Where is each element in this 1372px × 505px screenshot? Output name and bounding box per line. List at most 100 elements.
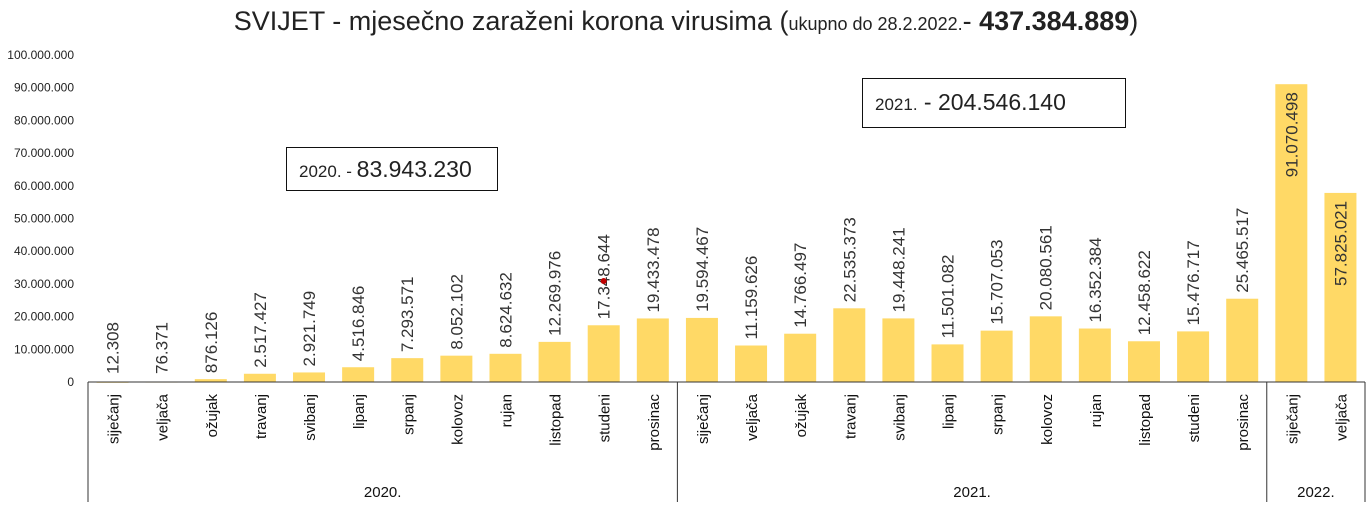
- category-label: srpanj: [400, 394, 417, 435]
- value-label: 14.766.497: [791, 243, 810, 328]
- value-label: 876.126: [202, 312, 221, 373]
- y-tick-label: 100.000.000: [7, 48, 74, 62]
- bar-10: [538, 341, 571, 382]
- value-label: 25.465.517: [1233, 208, 1252, 293]
- y-tick-label: 40.000.000: [14, 244, 74, 258]
- bar-15: [784, 333, 817, 382]
- title-subtitle: ukupno do 28.2.2022.: [788, 14, 963, 34]
- chart-title: SVIJET - mjesečno zaraženi korona virusi…: [0, 4, 1372, 41]
- bar-7: [391, 358, 424, 382]
- value-label: 8.624.632: [496, 272, 515, 348]
- bar-19: [980, 330, 1013, 382]
- box-2021-value: - 204.546.140: [917, 89, 1066, 115]
- red-marker: [600, 278, 607, 284]
- value-label: 19.433.478: [644, 227, 663, 312]
- value-label: 19.594.467: [693, 227, 712, 312]
- value-label: 15.476.717: [1184, 240, 1203, 325]
- value-label: 7.293.571: [398, 277, 417, 353]
- bar-5: [293, 372, 326, 382]
- value-label: 11.159.626: [742, 256, 761, 340]
- category-label: srpanj: [990, 394, 1007, 435]
- box-2020-year: 2020. -: [299, 162, 357, 181]
- title-close: ): [1129, 6, 1139, 36]
- category-label: lipanj: [351, 394, 368, 429]
- value-label: 20.080.561: [1037, 225, 1056, 310]
- total-2020-box: 2020. - 83.943.230: [286, 147, 498, 191]
- y-tick-label: 90.000.000: [14, 81, 74, 95]
- y-tick-label: 60.000.000: [14, 179, 74, 193]
- category-label: ožujak: [204, 394, 221, 438]
- y-tick-label: 10.000.000: [14, 342, 74, 356]
- value-label: 2.921.749: [300, 291, 319, 367]
- category-label: listopad: [548, 394, 565, 446]
- value-label: 11.501.082: [939, 255, 958, 339]
- category-label: travanj: [842, 394, 859, 439]
- bar-17: [882, 318, 915, 382]
- title-total: 437.384.889: [979, 6, 1130, 36]
- y-tick-label: 30.000.000: [14, 277, 74, 291]
- category-label: siječanj: [1284, 394, 1301, 444]
- value-label: 17.348.644: [595, 234, 614, 319]
- bar-14: [735, 345, 768, 382]
- year-label: 2022.: [1297, 484, 1335, 501]
- category-label: siječanj: [695, 394, 712, 444]
- year-label: 2020.: [364, 484, 402, 501]
- bar-25: [1275, 84, 1308, 383]
- box-2020-value: 83.943.230: [356, 156, 472, 182]
- bar-12: [636, 318, 669, 382]
- value-label: 22.535.373: [840, 217, 859, 302]
- y-tick-label: 80.000.000: [14, 113, 74, 127]
- value-label: 57.825.021: [1331, 201, 1350, 286]
- y-tick-label: 70.000.000: [14, 146, 74, 160]
- value-label: 91.070.498: [1282, 92, 1301, 177]
- y-tick-label: 20.000.000: [14, 310, 74, 324]
- total-2021-box: 2021. - 204.546.140: [862, 78, 1126, 128]
- category-label: svibanj: [302, 394, 319, 441]
- bar-9: [489, 353, 522, 382]
- value-label: 19.448.241: [889, 227, 908, 312]
- category-label: veljača: [1333, 393, 1350, 440]
- value-label: 8.052.102: [447, 274, 466, 350]
- category-label: veljača: [155, 393, 172, 440]
- bar-13: [685, 317, 718, 382]
- bar-18: [931, 344, 964, 382]
- category-label: prosinac: [1235, 394, 1252, 451]
- bar-4: [243, 373, 276, 382]
- bar-16: [833, 308, 866, 382]
- bar-6: [342, 367, 375, 382]
- category-label: siječanj: [106, 394, 123, 444]
- value-label: 12.269.976: [546, 251, 565, 336]
- value-label: 16.352.384: [1086, 237, 1105, 322]
- value-label: 12.458.622: [1135, 250, 1154, 335]
- category-label: svibanj: [891, 394, 908, 441]
- category-label: listopad: [1137, 394, 1154, 446]
- category-label: travanj: [253, 394, 270, 439]
- bar-24: [1226, 298, 1259, 382]
- category-label: kolovoz: [1039, 394, 1056, 445]
- value-label: 4.516.846: [349, 286, 368, 362]
- category-label: lipanj: [941, 394, 958, 429]
- y-tick-label: 0: [67, 375, 74, 389]
- bar-22: [1127, 341, 1160, 382]
- title-main: SVIJET - mjesečno zaraženi korona virusi…: [233, 6, 789, 36]
- value-label: 15.707.053: [988, 240, 1007, 325]
- category-label: rujan: [498, 394, 515, 427]
- value-label: 2.517.427: [251, 292, 270, 368]
- category-label: kolovoz: [449, 394, 466, 445]
- y-tick-label: 50.000.000: [14, 212, 74, 226]
- bar-20: [1029, 316, 1062, 382]
- category-label: veljača: [744, 393, 761, 440]
- year-label: 2021.: [953, 484, 991, 501]
- bar-3: [194, 379, 227, 382]
- value-label: 12.308: [104, 322, 123, 374]
- bar-21: [1078, 328, 1111, 382]
- bar-8: [440, 355, 473, 382]
- category-label: rujan: [1088, 394, 1105, 427]
- category-label: studeni: [597, 394, 614, 442]
- title-dash: -: [962, 6, 980, 36]
- category-label: prosinac: [646, 394, 663, 451]
- bar-11: [587, 325, 620, 382]
- category-label: studeni: [1186, 394, 1203, 442]
- bar-26: [1324, 192, 1357, 382]
